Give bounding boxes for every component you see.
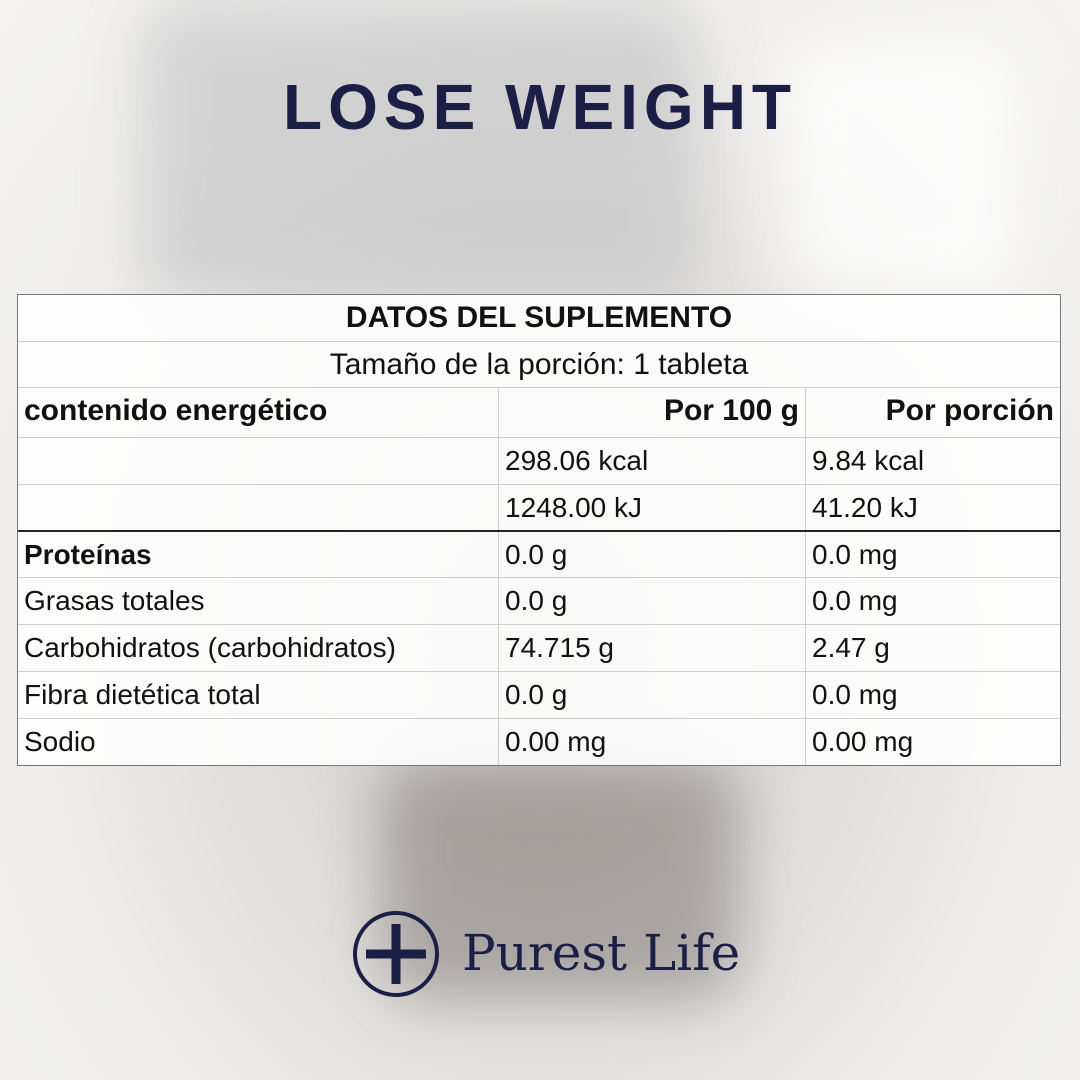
cell: 1248.00 kJ <box>499 485 806 530</box>
table-body: 298.06 kcal 9.84 kcal 1248.00 kJ 41.20 kJ Pr… <box>18 438 1060 766</box>
nutrient-name: Sodio <box>18 718 499 766</box>
cell: 9.84 kcal <box>812 445 925 477</box>
energy-row: 298.06 kcal 9.84 kcal <box>18 438 1060 486</box>
title: LOSE WEIGHT <box>283 71 797 143</box>
column-header: Por porción <box>885 394 1054 428</box>
cell: 0.0 g <box>499 578 806 625</box>
logo-icon <box>353 911 439 997</box>
header-row: contenido energético Por 100 g Por porci… <box>18 388 1060 439</box>
nutrient-name: Carbohidratos (carbohidratos) <box>18 625 499 671</box>
supplement-table: DATOS DEL SUPLEMENTO Tamaño de la porció… <box>17 294 1061 767</box>
table-title: DATOS DEL SUPLEMENTO <box>345 301 733 334</box>
cell: 0.0 g <box>499 671 806 718</box>
cell: 0.0 mg <box>812 585 898 617</box>
nutrient-row: Sodio 0.00 mg 0.00 mg <box>18 718 1060 766</box>
bg-laptop <box>140 0 700 300</box>
table-title-row: DATOS DEL SUPLEMENTO <box>18 295 1060 342</box>
cell: 0.00 mg <box>812 725 914 757</box>
bg-person <box>380 760 740 1000</box>
logo: Purest Life <box>352 910 752 1000</box>
cell <box>18 438 499 485</box>
energy-row: 1248.00 kJ 41.20 kJ <box>18 485 1060 532</box>
cell: 0.00 mg <box>499 718 806 766</box>
cell <box>18 485 499 530</box>
nutrient-name: Grasas totales <box>18 578 499 625</box>
cell: 74.715 g <box>499 625 806 671</box>
cell: 0.0 g <box>499 531 806 578</box>
nutrient-row: Carbohidratos (carbohidratos) 74.715 g 2.4… <box>18 625 1060 672</box>
cell: 0.0 mg <box>812 678 898 710</box>
cell: 0.0 mg <box>812 538 898 570</box>
nutrient-name: Fibra dietética total <box>18 671 499 718</box>
nutrient-row: Proteínas 0.0 g 0.0 mg <box>18 531 1060 579</box>
column-header: contenido energético <box>18 388 499 438</box>
logo-text: Purest Life <box>462 924 741 982</box>
nutrient-row: Fibra dietética total 0.0 g 0.0 mg <box>18 671 1060 719</box>
cell: 298.06 kcal <box>499 438 806 485</box>
nutrient-name: Proteínas <box>18 531 499 578</box>
serving: Tamaño de la porción: 1 tableta <box>329 347 749 381</box>
serving-row: Tamaño de la porción: 1 tableta <box>18 342 1060 389</box>
bg-phone <box>780 40 1020 300</box>
column-header: Por 100 g <box>499 388 806 438</box>
cell: 2.47 g <box>812 632 890 664</box>
cell: 41.20 kJ <box>812 492 918 524</box>
nutrient-row: Grasas totales 0.0 g 0.0 mg <box>18 578 1060 626</box>
